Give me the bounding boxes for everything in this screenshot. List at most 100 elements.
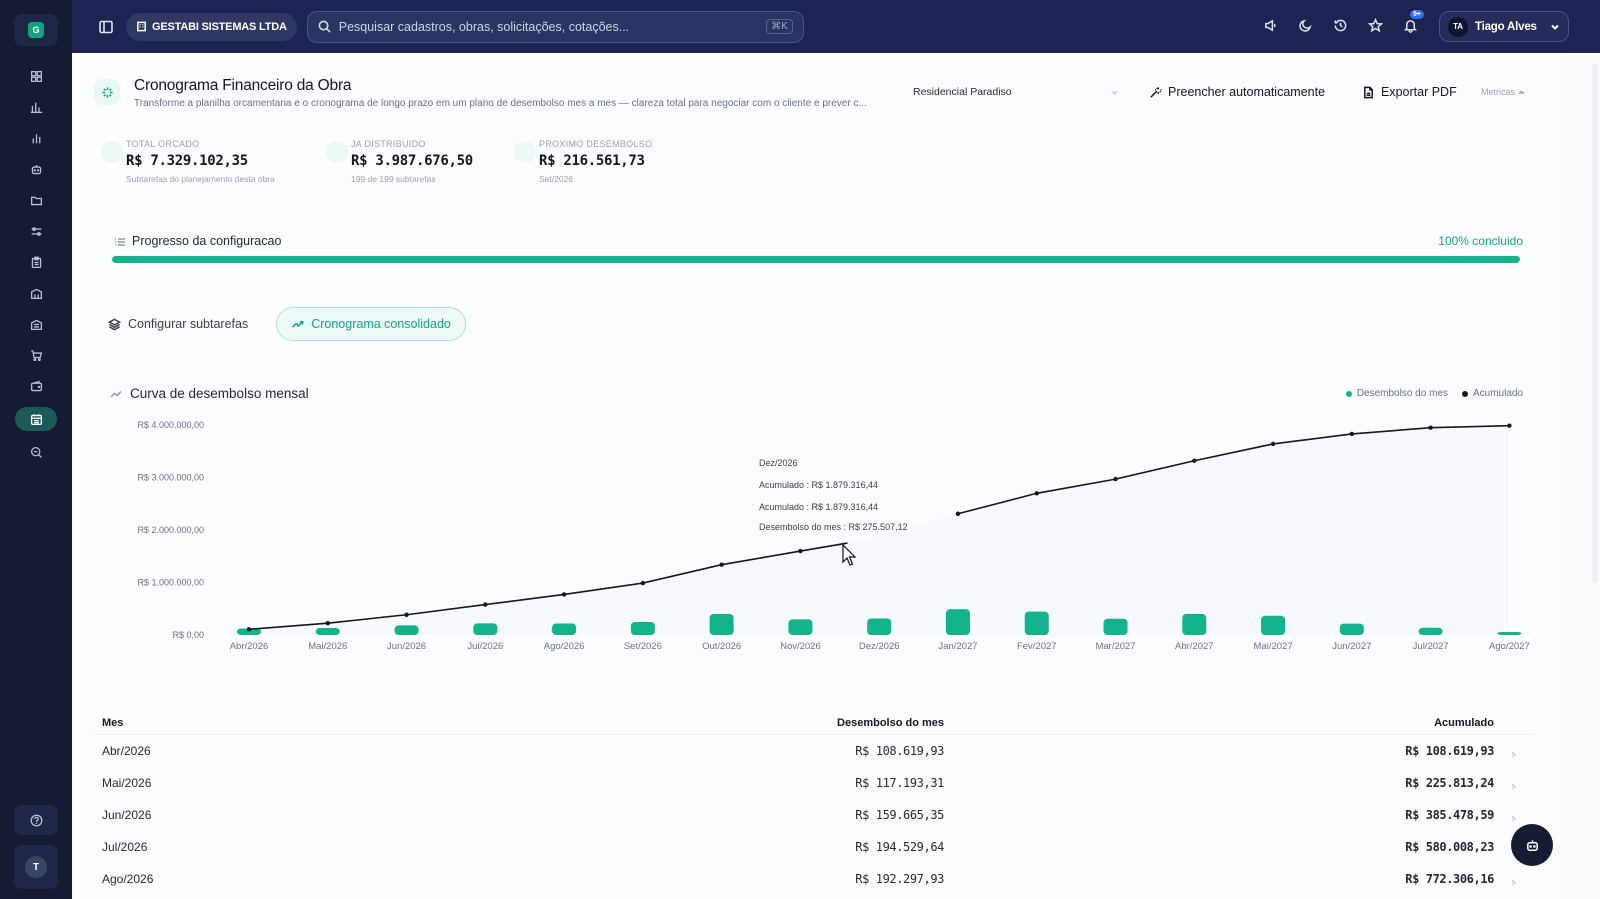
metricas-label: Metricas [1481, 87, 1516, 97]
tooltip-line: Desembolso do mes : R$ 275.507,12 [759, 522, 908, 532]
cell-mes: Jul/2026 [102, 840, 148, 854]
export-pdf-button[interactable]: Exportar PDF [1352, 77, 1467, 107]
bar-Abr-2027 [1182, 614, 1207, 635]
dashboard-icon [30, 70, 42, 82]
help-button[interactable] [14, 805, 58, 835]
cell-mes: Ago/2026 [102, 872, 154, 886]
tab-configurar-subtarefas[interactable]: Configurar subtarefas [94, 307, 262, 341]
accumulated-point [1113, 476, 1118, 482]
cart-icon [30, 349, 42, 361]
obra-select[interactable]: Residencial Paradiso [905, 80, 1125, 104]
search-input[interactable] [338, 19, 767, 34]
sidebar-item-sliders[interactable] [15, 221, 57, 241]
kpi-proximo-desembolso: Proximo desembolso R$ 216.561,73 Set/202… [514, 139, 652, 184]
kpi-label: Total orcado [126, 139, 200, 149]
y-tick-label: R$ 0,00 [172, 630, 204, 640]
chevron-down-icon [1551, 24, 1559, 30]
mouse-cursor-icon [842, 544, 857, 566]
bar-Dez-2026 [867, 618, 892, 635]
chevron-right-icon[interactable] [1510, 875, 1517, 886]
chart-tooltip: Dez/2026 Acumulado : R$ 1.879.316,44 Acu… [759, 459, 934, 545]
legend-swatch [1461, 390, 1468, 397]
kpi-icon [514, 141, 536, 163]
search-icon [318, 20, 331, 33]
feedback-button[interactable] [1263, 18, 1280, 35]
bar-chart-alt-icon [32, 133, 40, 143]
table-row[interactable]: Mai/2026 R$ 117.193,31 R$ 225.813,24 [94, 767, 1535, 799]
sidebar-item-clipboard[interactable] [15, 252, 57, 272]
x-tick-label: Abr/2026 [230, 641, 269, 652]
bar-Jan-2027 [945, 609, 970, 635]
search-shortcut: ⌘K [766, 19, 793, 34]
sidebar-item-dashboard[interactable] [15, 66, 57, 86]
sidebar-item-bar-chart[interactable] [15, 97, 57, 117]
sidebar-item-search-doc[interactable] [15, 442, 57, 462]
sliders-icon [31, 226, 41, 236]
legend-item-desembolso[interactable]: Desembolso do mes [1345, 388, 1448, 399]
progress-card: Progresso da configuracao 100% concluido [94, 218, 1535, 278]
table-row[interactable]: Jun/2026 R$ 159.665,35 R$ 385.478,59 [94, 799, 1535, 831]
column-header-mes[interactable]: Mes [102, 716, 124, 729]
accumulated-point [1192, 458, 1197, 463]
global-search[interactable]: ⌘K [306, 10, 804, 43]
progress-percent: 100% concluido [1438, 234, 1523, 248]
table-row[interactable]: Ago/2026 R$ 192.297,93 R$ 772.306,16 [94, 863, 1535, 895]
disbursement-chart[interactable]: R$ 0,00 R$ 1.000.000,00 R$ 2.000.000,00 R$ … [94, 405, 1535, 685]
star-icon [1367, 17, 1384, 33]
page-title: Cronograma Financeiro da Obra [134, 77, 352, 94]
table-row[interactable]: Abr/2026 R$ 108.619,93 R$ 108.619,93 [94, 735, 1535, 767]
y-tick-label: R$ 3.000.000,00 [137, 473, 204, 483]
legend-item-acumulado[interactable]: Acumulado [1461, 388, 1523, 399]
bar-chart-icon [30, 102, 42, 113]
chart-card: Curva de desembolso mensal Desembolso do… [94, 365, 1535, 695]
sidebar-item-calendar[interactable] [15, 407, 57, 431]
notifications-button[interactable]: 9+ [1403, 10, 1424, 35]
x-tick-label: Ago/2027 [1489, 641, 1530, 652]
clipboard-icon [31, 256, 41, 268]
chevron-right-icon[interactable] [1510, 811, 1517, 822]
tab-cronograma-consolidado[interactable]: Cronograma consolidado [276, 307, 466, 341]
table-row[interactable]: Jul/2026 R$ 194.529,64 R$ 580.008,23 [94, 831, 1535, 863]
metricas-toggle[interactable]: Metricas [1481, 87, 1525, 97]
chevron-right-icon[interactable] [1510, 747, 1517, 758]
user-menu[interactable]: TA Tiago Alves [1439, 11, 1569, 42]
sidebar-item-building-alt[interactable] [15, 314, 57, 334]
assistant-button[interactable] [1511, 824, 1553, 866]
column-header-desembolso[interactable]: Desembolso do mes [837, 716, 944, 729]
sidebar-item-wallet[interactable] [15, 376, 57, 396]
bar-Set-2026 [630, 622, 655, 635]
theme-toggle-button[interactable] [1298, 18, 1315, 35]
autofill-label: Preencher automaticamente [1168, 85, 1326, 99]
sidebar-item-building[interactable] [15, 283, 57, 303]
sparkles-icon [101, 86, 113, 98]
sidebar-item-robot[interactable] [15, 159, 57, 179]
app-logo[interactable]: G [14, 14, 58, 46]
autofill-button[interactable]: Preencher automaticamente [1139, 77, 1335, 107]
sidebar-item-bar-chart-alt[interactable] [15, 128, 57, 148]
table-body: Abr/2026 R$ 108.619,93 R$ 108.619,93 Mai/20… [94, 735, 1535, 895]
history-button[interactable] [1333, 18, 1350, 35]
scrollbar-thumb[interactable] [1592, 63, 1598, 583]
sidebar: G T [0, 0, 72, 899]
page-scrollbar[interactable] [1566, 53, 1600, 899]
kpi-sub: Set/2026 [539, 174, 574, 184]
column-header-acumulado[interactable]: Acumulado [1434, 716, 1494, 729]
bar-Ago-2027 [1497, 632, 1522, 635]
cell-acumulado: R$ 772.306,16 [1405, 872, 1494, 886]
bar-Mar-2027 [1103, 618, 1128, 635]
trending-up-icon [292, 320, 304, 328]
panel-toggle-button[interactable] [98, 19, 114, 35]
y-tick-label: R$ 2.000.000,00 [137, 525, 204, 535]
favorites-button[interactable] [1367, 17, 1385, 35]
sidebar-item-folder[interactable] [15, 190, 57, 210]
cell-desembolso: R$ 194.529,64 [855, 840, 944, 854]
cell-acumulado: R$ 385.478,59 [1405, 808, 1494, 822]
company-selector[interactable]: GESTABI SISTEMAS LTDA [126, 12, 297, 41]
sidebar-item-cart[interactable] [15, 345, 57, 365]
search-doc-icon [30, 446, 42, 458]
accumulated-point [1349, 431, 1355, 437]
chevron-right-icon[interactable] [1510, 779, 1517, 790]
x-tick-label: Jan/2027 [938, 641, 977, 652]
progress-title: Progresso da configuracao [132, 234, 282, 248]
sidebar-user-button[interactable]: T [14, 845, 58, 889]
